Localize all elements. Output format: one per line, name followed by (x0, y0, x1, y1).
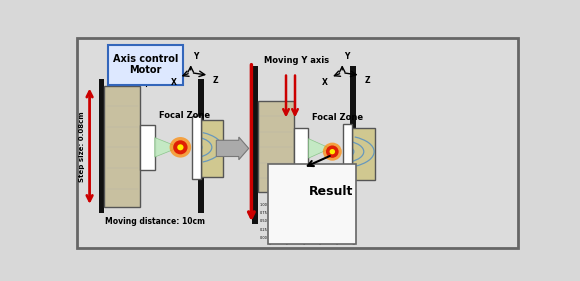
Text: Y: Y (345, 52, 350, 61)
Bar (343, 124, 352, 182)
Text: Axis control
Motor: Axis control Motor (113, 54, 178, 75)
Text: X: X (322, 78, 328, 87)
Text: Step size: 0.08cm: Step size: 0.08cm (79, 111, 85, 182)
Bar (104, 86, 140, 207)
Bar (268, 164, 356, 244)
Bar (252, 66, 258, 224)
Bar (99, 79, 104, 213)
Bar (352, 128, 375, 180)
FancyArrow shape (216, 137, 249, 160)
Text: Focal Zone: Focal Zone (160, 111, 211, 120)
Text: Moving Y axis: Moving Y axis (263, 56, 329, 65)
Text: Moving distance: 10cm: Moving distance: 10cm (105, 217, 205, 226)
Bar (140, 124, 155, 170)
Bar (201, 120, 223, 176)
Ellipse shape (323, 142, 342, 161)
Text: Y: Y (193, 52, 198, 61)
Bar (350, 66, 356, 224)
Ellipse shape (326, 146, 339, 158)
Bar (294, 128, 309, 168)
Ellipse shape (177, 144, 183, 150)
FancyBboxPatch shape (108, 45, 183, 85)
Ellipse shape (169, 137, 191, 158)
Bar (191, 116, 201, 179)
Ellipse shape (173, 140, 187, 154)
Ellipse shape (329, 149, 335, 154)
Text: Focal Zone: Focal Zone (312, 114, 363, 123)
Text: X: X (171, 78, 176, 87)
Bar (198, 79, 204, 213)
Polygon shape (155, 138, 176, 157)
Text: Z: Z (213, 76, 218, 85)
Text: Z: Z (364, 76, 370, 85)
Text: Result: Result (309, 185, 353, 198)
Polygon shape (309, 139, 327, 158)
Bar (258, 101, 294, 192)
